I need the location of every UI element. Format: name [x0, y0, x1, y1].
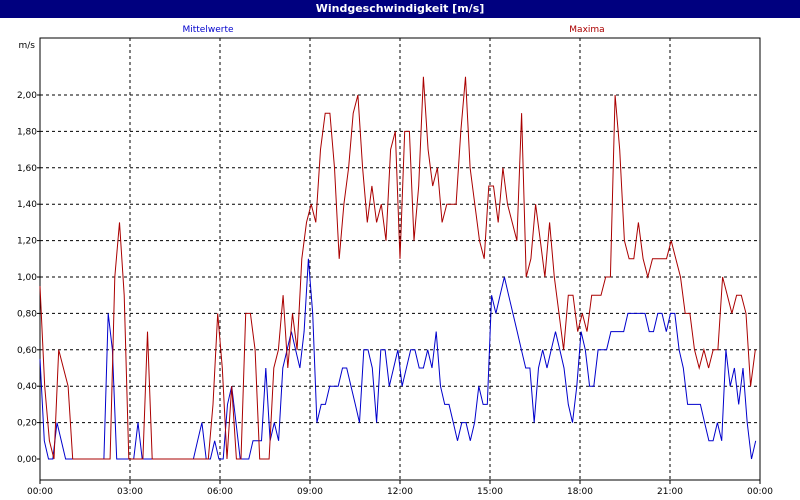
- x-tick-label-time: 00:00: [27, 487, 53, 497]
- y-axis-ticks: 0,00 0,20 0,40 0,60 0,80 1,00 1,20 1,40 1,60 1,80…: [17, 91, 40, 465]
- y-tick-label: 0,60: [17, 346, 37, 356]
- y-tick-label: 1,60: [17, 164, 37, 174]
- legend-label-maxima: Maxima: [569, 25, 604, 35]
- y-tick-label: 0,20: [17, 419, 37, 429]
- y-tick-label: 0,00: [17, 455, 37, 465]
- chart-title: Windgeschwindigkeit [m/s]: [0, 0, 800, 18]
- y-tick-label: 1,40: [17, 200, 37, 210]
- x-tick-label-time: 18:00: [567, 487, 593, 497]
- x-axis-ticks: 00:0018.09.2103:0018.09.2106:0018.09.210…: [27, 480, 773, 497]
- series-line-maxima: [39, 76, 756, 460]
- y-axis-label: m/s: [19, 41, 36, 51]
- x-tick-label-time: 03:00: [117, 487, 143, 497]
- series-layer: [39, 76, 757, 460]
- y-tick-label: 2,00: [17, 91, 37, 101]
- x-tick-label-time: 00:00: [747, 487, 773, 497]
- x-tick-label-time: 09:00: [297, 487, 323, 497]
- x-tick-label-time: 21:00: [657, 487, 683, 497]
- wind-speed-chart: m/s Mittelwerte Maxima 0,000,200,400,600…: [0, 18, 800, 500]
- x-tick-label-time: 12:00: [387, 487, 413, 497]
- legend-label-mittelwerte: Mittelwerte: [182, 25, 233, 35]
- y-tick-label: 1,20: [17, 237, 37, 247]
- y-tick-label: 0,40: [17, 382, 37, 392]
- y-tick-label: 0,80: [17, 309, 37, 319]
- chart-background: [0, 18, 800, 500]
- x-tick-label-time: 15:00: [477, 487, 503, 497]
- y-tick-label: 1,80: [17, 127, 37, 137]
- y-tick-label: 1,00: [17, 273, 37, 283]
- x-tick-label-time: 06:00: [207, 487, 233, 497]
